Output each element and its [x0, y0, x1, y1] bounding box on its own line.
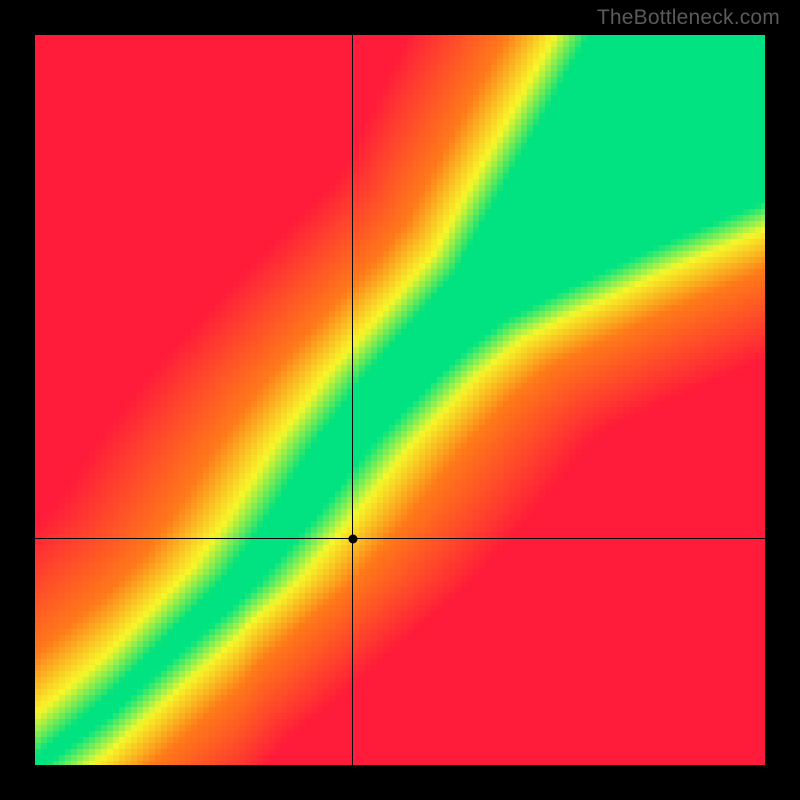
crosshair-vertical-line — [352, 35, 353, 765]
crosshair-horizontal-line — [35, 538, 765, 539]
root-container: { "canvas": { "width": 800, "height": 80… — [0, 0, 800, 800]
crosshair-marker-dot — [348, 534, 357, 543]
watermark-text: TheBottleneck.com — [597, 6, 780, 30]
bottleneck-heatmap — [35, 35, 765, 765]
